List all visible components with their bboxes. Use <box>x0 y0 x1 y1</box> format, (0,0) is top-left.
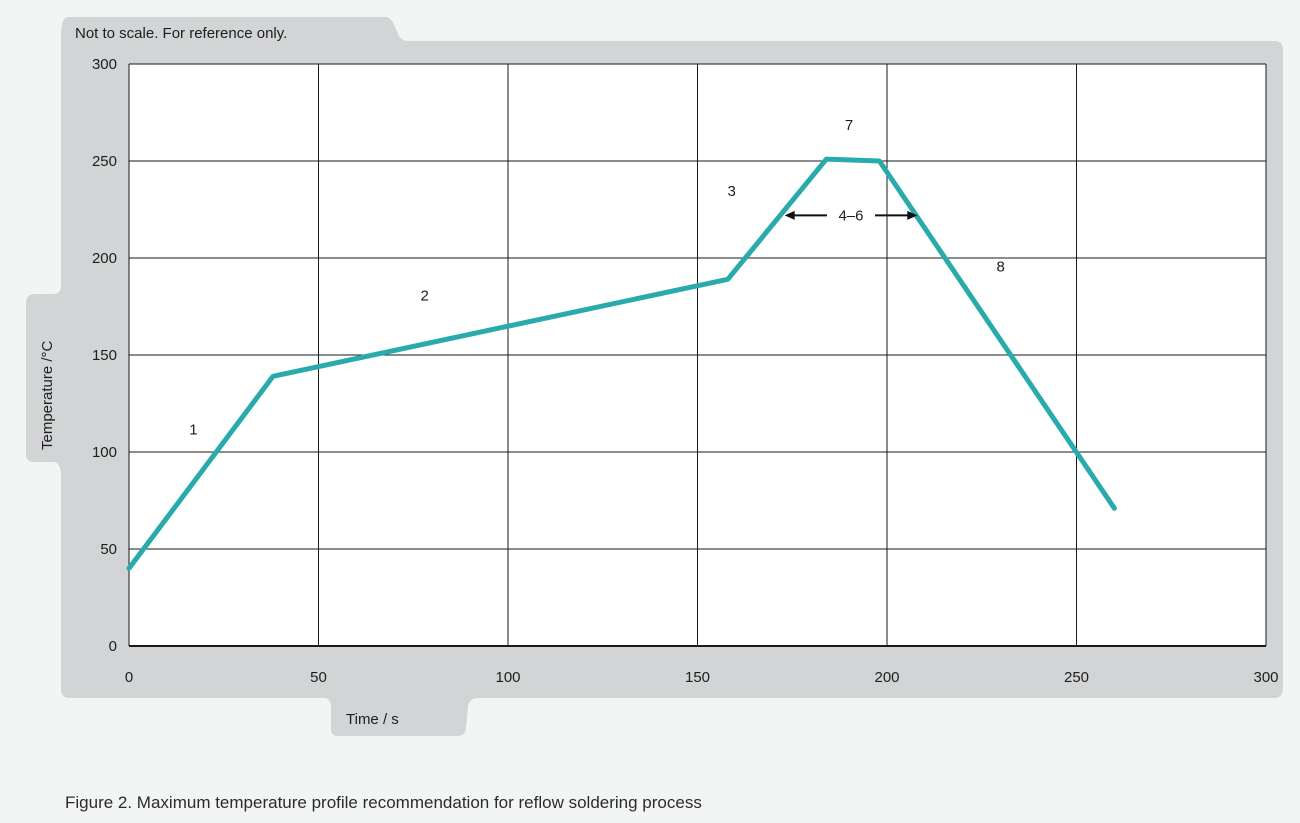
phase-label: 8 <box>997 259 1005 276</box>
temperature-profile-line <box>126 156 1117 571</box>
phase-label: 1 <box>189 422 197 439</box>
phase-label: 2 <box>420 288 428 305</box>
x-tick-label: 150 <box>685 669 710 686</box>
x-tick-label: 50 <box>310 669 327 686</box>
span-arrowhead-left <box>784 210 795 220</box>
y-tick-label: 300 <box>92 56 117 73</box>
x-tick-label: 250 <box>1064 669 1089 686</box>
tick-labels: 0 50 100 150 200 250 300 0 50 100 150 200 250 300 <box>92 56 1279 686</box>
span-label: 4–6 <box>838 207 863 224</box>
y-tick-label: 50 <box>100 541 117 558</box>
y-axis-label: Temperature /°C <box>39 340 56 450</box>
span-arrowhead-right <box>907 210 918 220</box>
x-tick-label: 300 <box>1253 669 1278 686</box>
y-tick-label: 150 <box>92 347 117 364</box>
x-tick-label: 100 <box>495 669 520 686</box>
figure-caption: Figure 2. Maximum temperature profile re… <box>65 793 702 812</box>
span-annotation: 4–6 <box>784 207 918 224</box>
x-tick-label: 200 <box>874 669 899 686</box>
phase-label: 7 <box>845 117 853 134</box>
phase-label: 3 <box>727 183 735 200</box>
phase-annotations: 1 2 3 7 8 <box>189 117 1005 439</box>
gridlines <box>128 63 1267 647</box>
y-tick-label: 0 <box>109 638 117 655</box>
x-tick-label: 0 <box>125 669 133 686</box>
y-tick-label: 200 <box>92 250 117 267</box>
x-axis-label: Time / s <box>346 711 399 728</box>
y-tick-label: 250 <box>92 153 117 170</box>
chart-note: Not to scale. For reference only. <box>75 25 287 42</box>
y-tick-label: 100 <box>92 444 117 461</box>
